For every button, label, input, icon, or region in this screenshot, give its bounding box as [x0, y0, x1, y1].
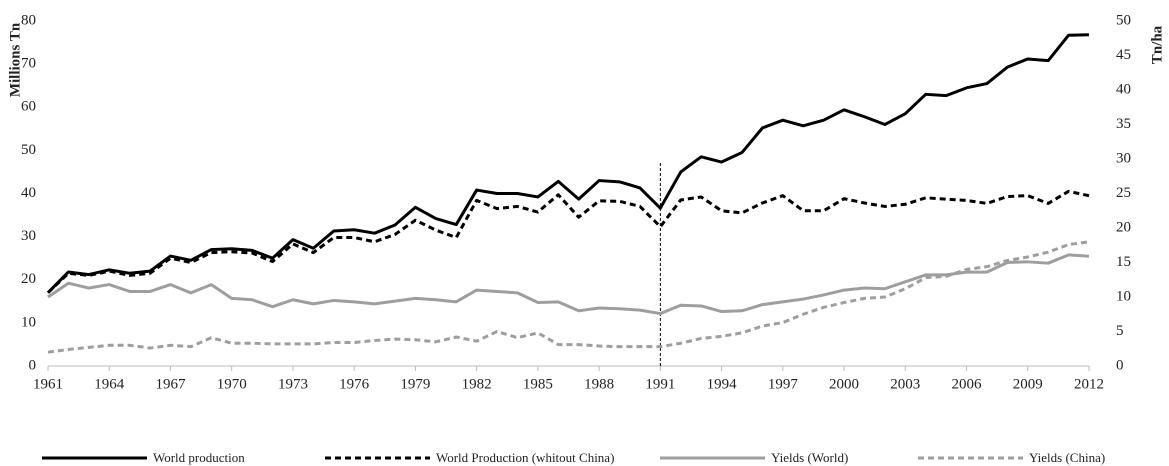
y2-tick-label: 30 — [1116, 150, 1131, 166]
y2-tick-label: 0 — [1116, 357, 1124, 373]
legend-label: World Production (whitout China) — [436, 450, 614, 465]
y-tick-label: 40 — [21, 185, 36, 201]
y-tick-label: 10 — [21, 314, 36, 330]
y2-axis-title: Tn/ha — [1149, 25, 1165, 64]
x-tick-label: 1973 — [278, 376, 308, 392]
x-tick-label: 1970 — [217, 376, 247, 392]
x-tick-label: 1997 — [768, 376, 799, 392]
y2-tick-label: 15 — [1116, 254, 1131, 270]
series-line — [46, 189, 1090, 294]
x-tick-label: 1985 — [523, 376, 553, 392]
y2-tick-label: 5 — [1116, 323, 1124, 339]
x-tick-label: 1991 — [645, 376, 675, 392]
y2-tick-label: 50 — [1116, 12, 1131, 28]
legend-label: World production — [153, 450, 245, 465]
y-tick-label: 60 — [21, 99, 36, 115]
x-tick-label: 2003 — [890, 376, 920, 392]
x-tick-label: 1964 — [94, 376, 125, 392]
series-line — [47, 253, 1090, 316]
y2-tick-label: 40 — [1116, 81, 1131, 97]
x-tick-label: 2006 — [952, 376, 983, 392]
legend-label: Yields (China) — [1029, 450, 1105, 465]
x-tick-label: 1994 — [707, 376, 738, 392]
y2-tick-label: 45 — [1116, 47, 1131, 63]
x-tick-label: 1961 — [33, 376, 63, 392]
x-tick-label: 2000 — [829, 376, 859, 392]
x-tick-label: 1976 — [339, 376, 370, 392]
y-tick-label: 0 — [29, 357, 37, 373]
legend-label: Yields (World) — [771, 450, 848, 465]
x-tick-label: 1967 — [155, 376, 186, 392]
y-tick-label: 80 — [21, 12, 36, 28]
series-line — [47, 240, 1090, 354]
y2-tick-label: 10 — [1116, 288, 1131, 304]
y-axis-title: Millions Tn — [7, 22, 23, 97]
x-tick-label: 1979 — [400, 376, 430, 392]
x-tick-label: 2009 — [1013, 376, 1043, 392]
y-tick-label: 20 — [21, 271, 36, 287]
y-tick-label: 30 — [21, 228, 36, 244]
x-tick-label: 1988 — [584, 376, 614, 392]
x-tick-label: 1982 — [462, 376, 492, 392]
y2-tick-label: 20 — [1116, 219, 1131, 235]
y2-tick-label: 25 — [1116, 185, 1131, 201]
y-tick-label: 70 — [21, 56, 36, 72]
x-tick-label: 2012 — [1074, 376, 1104, 392]
series-line — [46, 33, 1090, 294]
y2-tick-label: 35 — [1116, 116, 1131, 132]
y-tick-label: 50 — [21, 142, 36, 158]
